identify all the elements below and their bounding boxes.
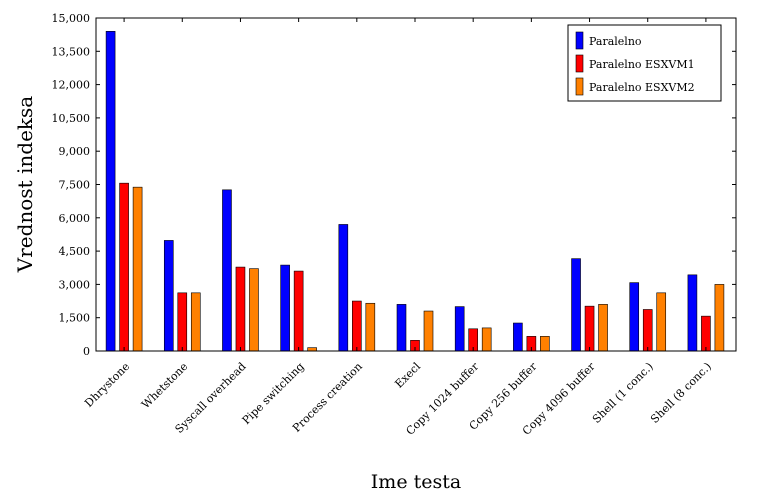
x-tick-label: Whetstone (139, 360, 190, 411)
bar-paralelno-esxvm2 (249, 268, 259, 352)
x-tick-label: Dhrystone (82, 360, 132, 410)
bar-paralelno (396, 304, 407, 352)
bar-paralelno-esxvm1 (584, 305, 595, 352)
y-tick-label: 10,500 (52, 112, 91, 125)
legend-swatch (575, 77, 584, 96)
bar-paralelno (571, 258, 581, 352)
legend-box (567, 24, 722, 102)
y-tick-label: 15,000 (52, 12, 91, 25)
bar-paralelno (513, 322, 523, 352)
legend-label: Paralelno ESXVM1 (589, 58, 695, 71)
y-tick-label: 12,000 (52, 79, 91, 92)
bar-paralelno-esxvm2 (481, 327, 492, 352)
legend-label: Paralelno ESXVM2 (589, 81, 695, 94)
y-tick-label: 9,000 (59, 145, 91, 158)
bar-paralelno-esxvm1 (701, 315, 711, 352)
bar-paralelno-esxvm2 (132, 186, 143, 352)
y-tick-label: 7,500 (59, 179, 91, 192)
y-tick-label: 6,000 (59, 212, 91, 225)
bar-paralelno (163, 240, 174, 352)
y-tick-label: 1,500 (59, 312, 91, 325)
bar-paralelno-esxvm2 (714, 284, 725, 352)
bar-paralelno (222, 189, 232, 352)
bar-paralelno-esxvm2 (190, 292, 201, 352)
x-tick-label: Shell (1 conc.) (590, 360, 656, 426)
bar-paralelno-esxvm1 (293, 270, 304, 352)
y-tick-label: 0 (83, 345, 90, 358)
bar-paralelno (105, 31, 116, 352)
bar-paralelno-esxvm1 (642, 309, 653, 352)
bar-paralelno-esxvm2 (598, 304, 608, 352)
legend-label: Paralelno (589, 35, 642, 48)
bar-paralelno-esxvm2 (365, 302, 376, 352)
legend-swatch (575, 31, 584, 50)
y-axis-ticks: 0 1,500 3,000 4,500 6,000 7,500 9,000 10,500 12,… (52, 12, 736, 358)
x-axis-label: Ime testa (371, 471, 461, 493)
bars-layer (105, 31, 725, 352)
x-tick-label: Pipe switching (240, 360, 307, 427)
bar-paralelno (687, 274, 698, 352)
bar-paralelno (454, 306, 465, 352)
y-axis-label: Vrednost indeksa (13, 96, 37, 274)
bar-paralelno-esxvm2 (656, 292, 667, 352)
bar-paralelno-esxvm1 (119, 182, 129, 352)
legend: Paralelno Paralelno ESXVM1 Paralelno ESXVM… (567, 24, 722, 102)
bar-paralelno-esxvm1 (235, 266, 246, 352)
y-tick-label: 13,500 (52, 45, 91, 58)
bar-paralelno-esxvm2 (540, 336, 550, 352)
plot-frame (95, 17, 737, 352)
y-tick-label: 4,500 (59, 245, 91, 258)
bar-paralelno-esxvm1 (352, 300, 362, 352)
y-tick-label: 3,000 (59, 278, 91, 291)
bar-paralelno (629, 282, 640, 352)
x-tick-label: Shell (8 conc.) (648, 360, 714, 426)
legend-swatch (575, 54, 584, 73)
bar-paralelno-esxvm2 (423, 310, 434, 352)
bar-paralelno (338, 224, 349, 352)
x-tick-label: Execl (392, 360, 423, 391)
bar-paralelno-esxvm1 (177, 292, 188, 352)
bar-paralelno (280, 264, 290, 352)
